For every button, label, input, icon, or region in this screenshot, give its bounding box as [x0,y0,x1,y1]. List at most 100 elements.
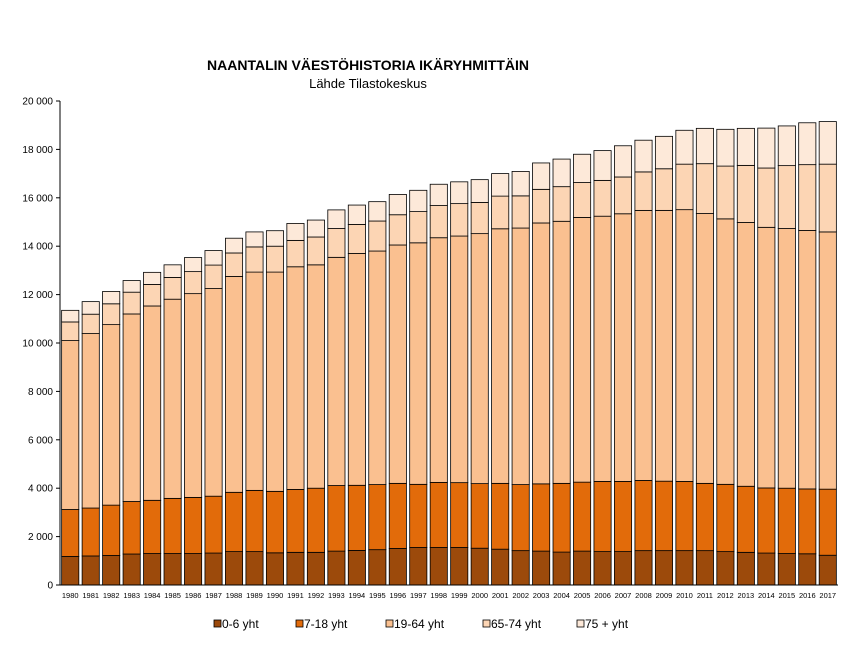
y-tick-label: 4 000 [28,484,53,495]
bar-segment-2001-1 [491,548,510,586]
bar-segment-1984-5 [143,271,162,285]
bar-segment-2013-4 [736,164,755,223]
bar-segment-1989-1 [245,551,264,586]
x-tick-label: 2000 [471,591,488,600]
bar-segment-2001-2 [491,482,510,550]
y-tick-label: 14 000 [22,242,53,253]
bar-segment-2005-1 [573,550,592,586]
bar-segment-2007-1 [614,551,633,586]
bar-segment-1986-2 [184,496,203,554]
bar-segment-1986-5 [184,257,203,273]
legend-swatch [295,619,304,628]
bar-segment-1989-5 [245,231,264,248]
bar-segment-1988-3 [225,276,244,493]
bar-segment-1989-3 [245,271,264,491]
y-tick-label: 8 000 [28,387,53,398]
bar-segment-1982-3 [102,324,121,506]
bar-segment-2011-3 [695,213,714,484]
bar-segment-2008-1 [634,550,653,586]
x-tick-label: 2009 [656,591,673,600]
x-tick-label: 2015 [778,591,795,600]
bar-segment-1988-4 [225,252,244,277]
bar-segment-2001-4 [491,195,510,230]
bar-segment-1987-1 [204,552,223,586]
bar-segment-2008-3 [634,209,653,481]
bar-segment-1999-4 [450,203,469,237]
bar-segment-2002-5 [511,171,530,197]
legend-label: 19-64 yht [394,617,445,631]
bar-segment-1997-5 [409,189,428,213]
bar-segment-1990-2 [265,490,284,554]
bar-segment-2017-4 [818,163,837,233]
bar-segment-1983-1 [122,553,141,586]
bar-segment-1997-1 [409,547,428,586]
bar-segment-2015-4 [777,165,796,229]
bar-segment-1989-4 [245,246,264,273]
bar-segment-2009-2 [654,480,673,552]
x-tick-label: 2017 [819,591,836,600]
legend-label: 7-18 yht [304,617,348,631]
bar-segment-1993-5 [327,209,346,229]
bar-segment-1994-4 [347,224,366,254]
bar-segment-2007-5 [614,145,633,178]
bar-segment-1990-3 [265,271,284,492]
bar-segment-2017-3 [818,231,837,490]
bar-segment-1996-2 [388,482,407,549]
bar-segment-1985-3 [163,298,182,499]
bar-segment-1981-4 [81,313,100,334]
x-tick-label: 2010 [676,591,693,600]
bar-segment-2003-1 [532,550,551,586]
bar-segment-1990-5 [265,230,284,247]
bar-segment-2001-5 [491,173,510,197]
bar-segment-1981-5 [81,301,100,315]
x-tick-label: 1994 [349,591,366,600]
bar-segment-1996-4 [388,214,407,246]
bar-segment-1994-5 [347,204,366,225]
bar-segment-1992-5 [306,219,325,238]
bar-segment-2011-5 [695,127,714,165]
y-tick-label: 6 000 [28,435,53,446]
y-tick-label: 2 000 [28,532,53,543]
x-tick-label: 1991 [287,591,304,600]
bar-segment-2011-1 [695,550,714,586]
bar-segment-2003-5 [532,162,551,190]
x-tick-label: 2007 [615,591,632,600]
bar-segment-2010-1 [675,550,694,586]
bar-segment-1983-2 [122,501,141,555]
bar-segment-1980-5 [61,309,80,323]
x-tick-label: 1998 [430,591,447,600]
x-tick-label: 1997 [410,591,427,600]
bar-segment-2004-4 [552,186,571,222]
x-tick-label: 2012 [717,591,734,600]
bar-segment-2006-4 [593,179,612,217]
bar-segment-1982-2 [102,504,121,556]
x-tick-label: 2005 [574,591,591,600]
bar-segment-2002-3 [511,227,530,485]
bar-segment-2011-2 [695,482,714,552]
bar-segment-1993-4 [327,228,346,258]
bar-segment-1997-2 [409,483,428,548]
bar-segment-2002-1 [511,550,530,586]
bar-segment-1996-1 [388,548,407,586]
bar-segment-2009-5 [654,135,673,170]
chart-subtitle: Lähde Tilastokeskus [309,76,427,91]
bar-segment-1995-4 [368,220,387,252]
x-tick-label: 1990 [267,591,284,600]
bar-segment-2012-3 [716,218,735,485]
bar-segment-2016-3 [798,230,817,490]
bar-segment-2005-4 [573,182,592,218]
bar-segment-2009-4 [654,168,673,211]
bar-segment-2015-3 [777,228,796,489]
chart-title: NAANTALIN VÄESTÖHISTORIA IKÄRYHMITTÄIN [207,57,529,73]
bar-segment-2016-2 [798,488,817,555]
bar-segment-2000-4 [470,201,489,235]
bar-segment-1991-4 [286,239,305,268]
bar-segment-2015-5 [777,125,796,167]
bar-segment-2014-5 [757,127,776,169]
x-tick-label: 2002 [512,591,529,600]
bar-segment-1984-3 [143,305,162,501]
bar-segment-2012-5 [716,128,735,167]
bars [61,121,837,586]
bar-segment-1994-2 [347,484,366,551]
